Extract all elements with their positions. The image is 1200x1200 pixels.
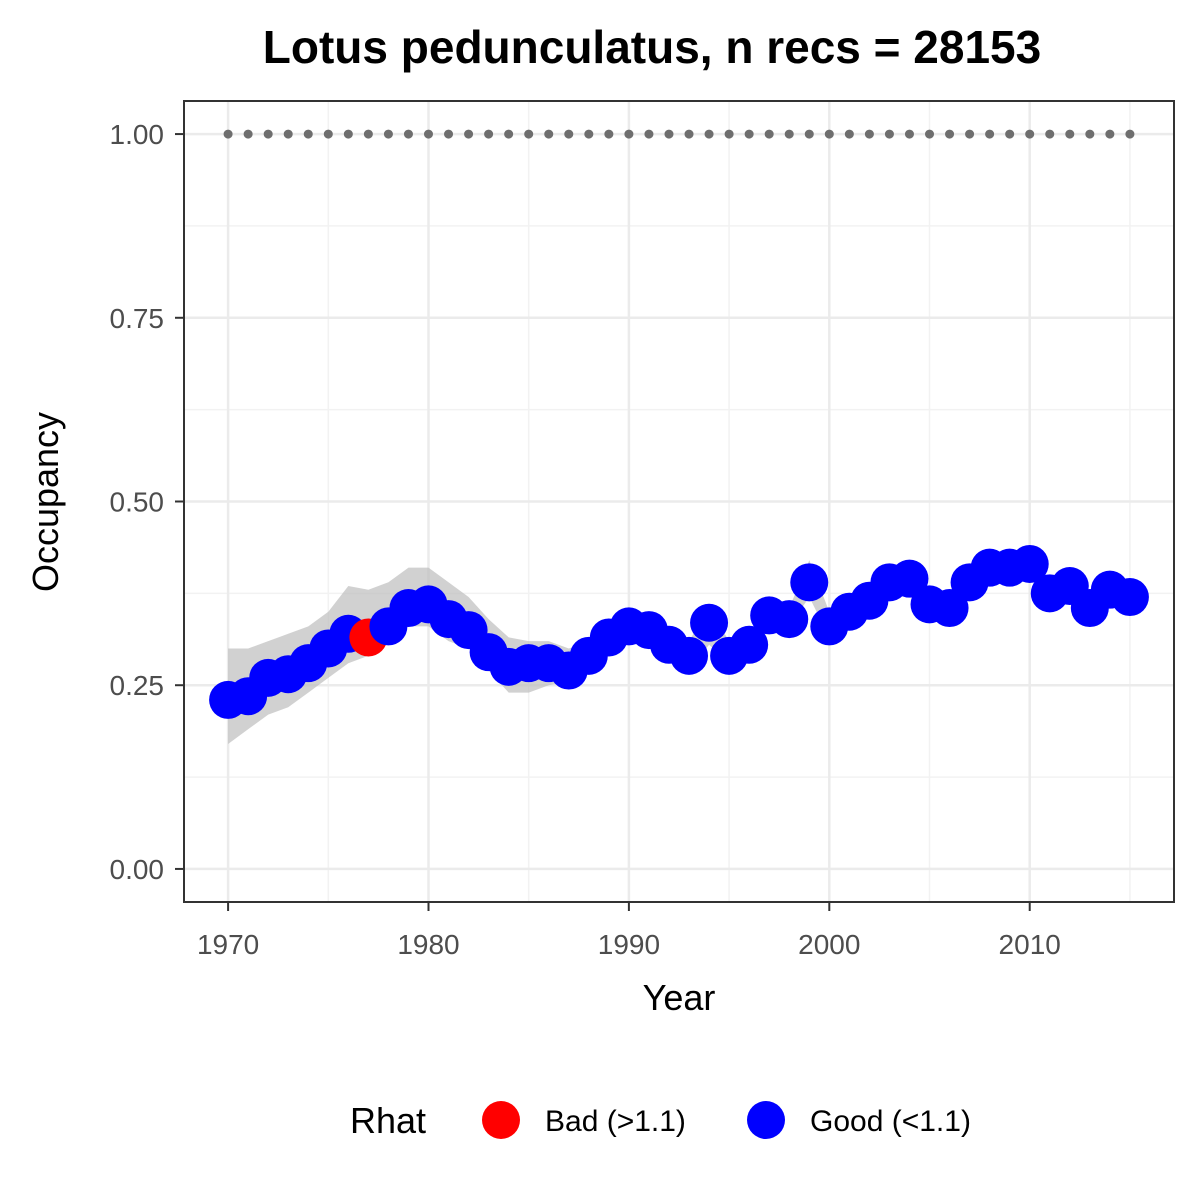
legend-label-good: Good (<1.1) — [810, 1105, 971, 1138]
data-point — [730, 625, 769, 664]
y-tick-label: 0.50 — [110, 487, 165, 518]
reference-dot — [724, 129, 734, 139]
x-axis-title: Year — [643, 977, 716, 1018]
reference-dot — [744, 129, 754, 139]
y-tick-label: 1.00 — [110, 119, 165, 150]
reference-line — [223, 129, 1135, 139]
reference-dot — [884, 129, 894, 139]
reference-dot — [584, 129, 594, 139]
reference-dot — [263, 129, 273, 139]
reference-dot — [243, 129, 253, 139]
x-tick-label: 1970 — [197, 929, 259, 960]
reference-dot — [544, 129, 554, 139]
reference-dot — [644, 129, 654, 139]
legend-key-bad — [482, 1101, 520, 1139]
reference-dot — [764, 129, 774, 139]
reference-dot — [444, 129, 454, 139]
reference-dot — [904, 129, 914, 139]
reference-dot — [303, 129, 313, 139]
data-point — [790, 563, 829, 602]
reference-dot — [844, 129, 854, 139]
legend-title: Rhat — [350, 1100, 426, 1141]
x-tick-label: 1980 — [397, 929, 459, 960]
y-tick-label: 0.25 — [110, 670, 165, 701]
legend-label-bad: Bad (>1.1) — [545, 1105, 686, 1138]
reference-dot — [1005, 129, 1015, 139]
data-point — [690, 603, 729, 642]
axes: 1970 1980 1990 2000 2010 0.00 0.25 0.50 0.75 1.00 — [110, 119, 1061, 960]
x-tick-label: 2000 — [798, 929, 860, 960]
reference-dot — [504, 129, 514, 139]
y-axis-title: Occupancy — [25, 412, 66, 592]
reference-dot — [824, 129, 834, 139]
reference-dot — [323, 129, 333, 139]
reference-dot — [624, 129, 634, 139]
y-tick-label: 0.75 — [110, 303, 165, 334]
reference-dot — [1105, 129, 1115, 139]
reference-dot — [423, 129, 433, 139]
data-points — [209, 544, 1149, 719]
reference-dot — [684, 129, 694, 139]
data-point — [890, 559, 929, 598]
reference-dot — [1025, 129, 1035, 139]
reference-dot — [945, 129, 955, 139]
data-point — [1110, 578, 1149, 617]
reference-dot — [403, 129, 413, 139]
reference-dot — [283, 129, 293, 139]
data-point — [670, 636, 709, 675]
data-point — [1010, 544, 1049, 583]
y-tick-label: 0.00 — [110, 854, 165, 885]
reference-dot — [383, 129, 393, 139]
reference-dot — [804, 129, 814, 139]
reference-dot — [564, 129, 574, 139]
reference-dot — [925, 129, 935, 139]
data-point — [930, 589, 969, 628]
reference-dot — [1065, 129, 1075, 139]
reference-dot — [524, 129, 534, 139]
reference-dot — [464, 129, 474, 139]
reference-dot — [784, 129, 794, 139]
legend: Rhat Bad (>1.1) Good (<1.1) — [350, 1100, 971, 1141]
reference-dot — [664, 129, 674, 139]
reference-dot — [363, 129, 373, 139]
data-point — [770, 600, 809, 639]
reference-dot — [343, 129, 353, 139]
reference-dot — [985, 129, 995, 139]
reference-dot — [223, 129, 233, 139]
grid — [184, 101, 1174, 902]
reference-dot — [704, 129, 714, 139]
reference-dot — [864, 129, 874, 139]
reference-dot — [604, 129, 614, 139]
x-tick-label: 1990 — [598, 929, 660, 960]
legend-key-good — [747, 1101, 785, 1139]
reference-dot — [1045, 129, 1055, 139]
x-tick-label: 2010 — [999, 929, 1061, 960]
reference-dot — [1125, 129, 1135, 139]
reference-dot — [965, 129, 975, 139]
chart-title: Lotus pedunculatus, n recs = 28153 — [263, 21, 1041, 73]
reference-dot — [484, 129, 494, 139]
reference-dot — [1085, 129, 1095, 139]
